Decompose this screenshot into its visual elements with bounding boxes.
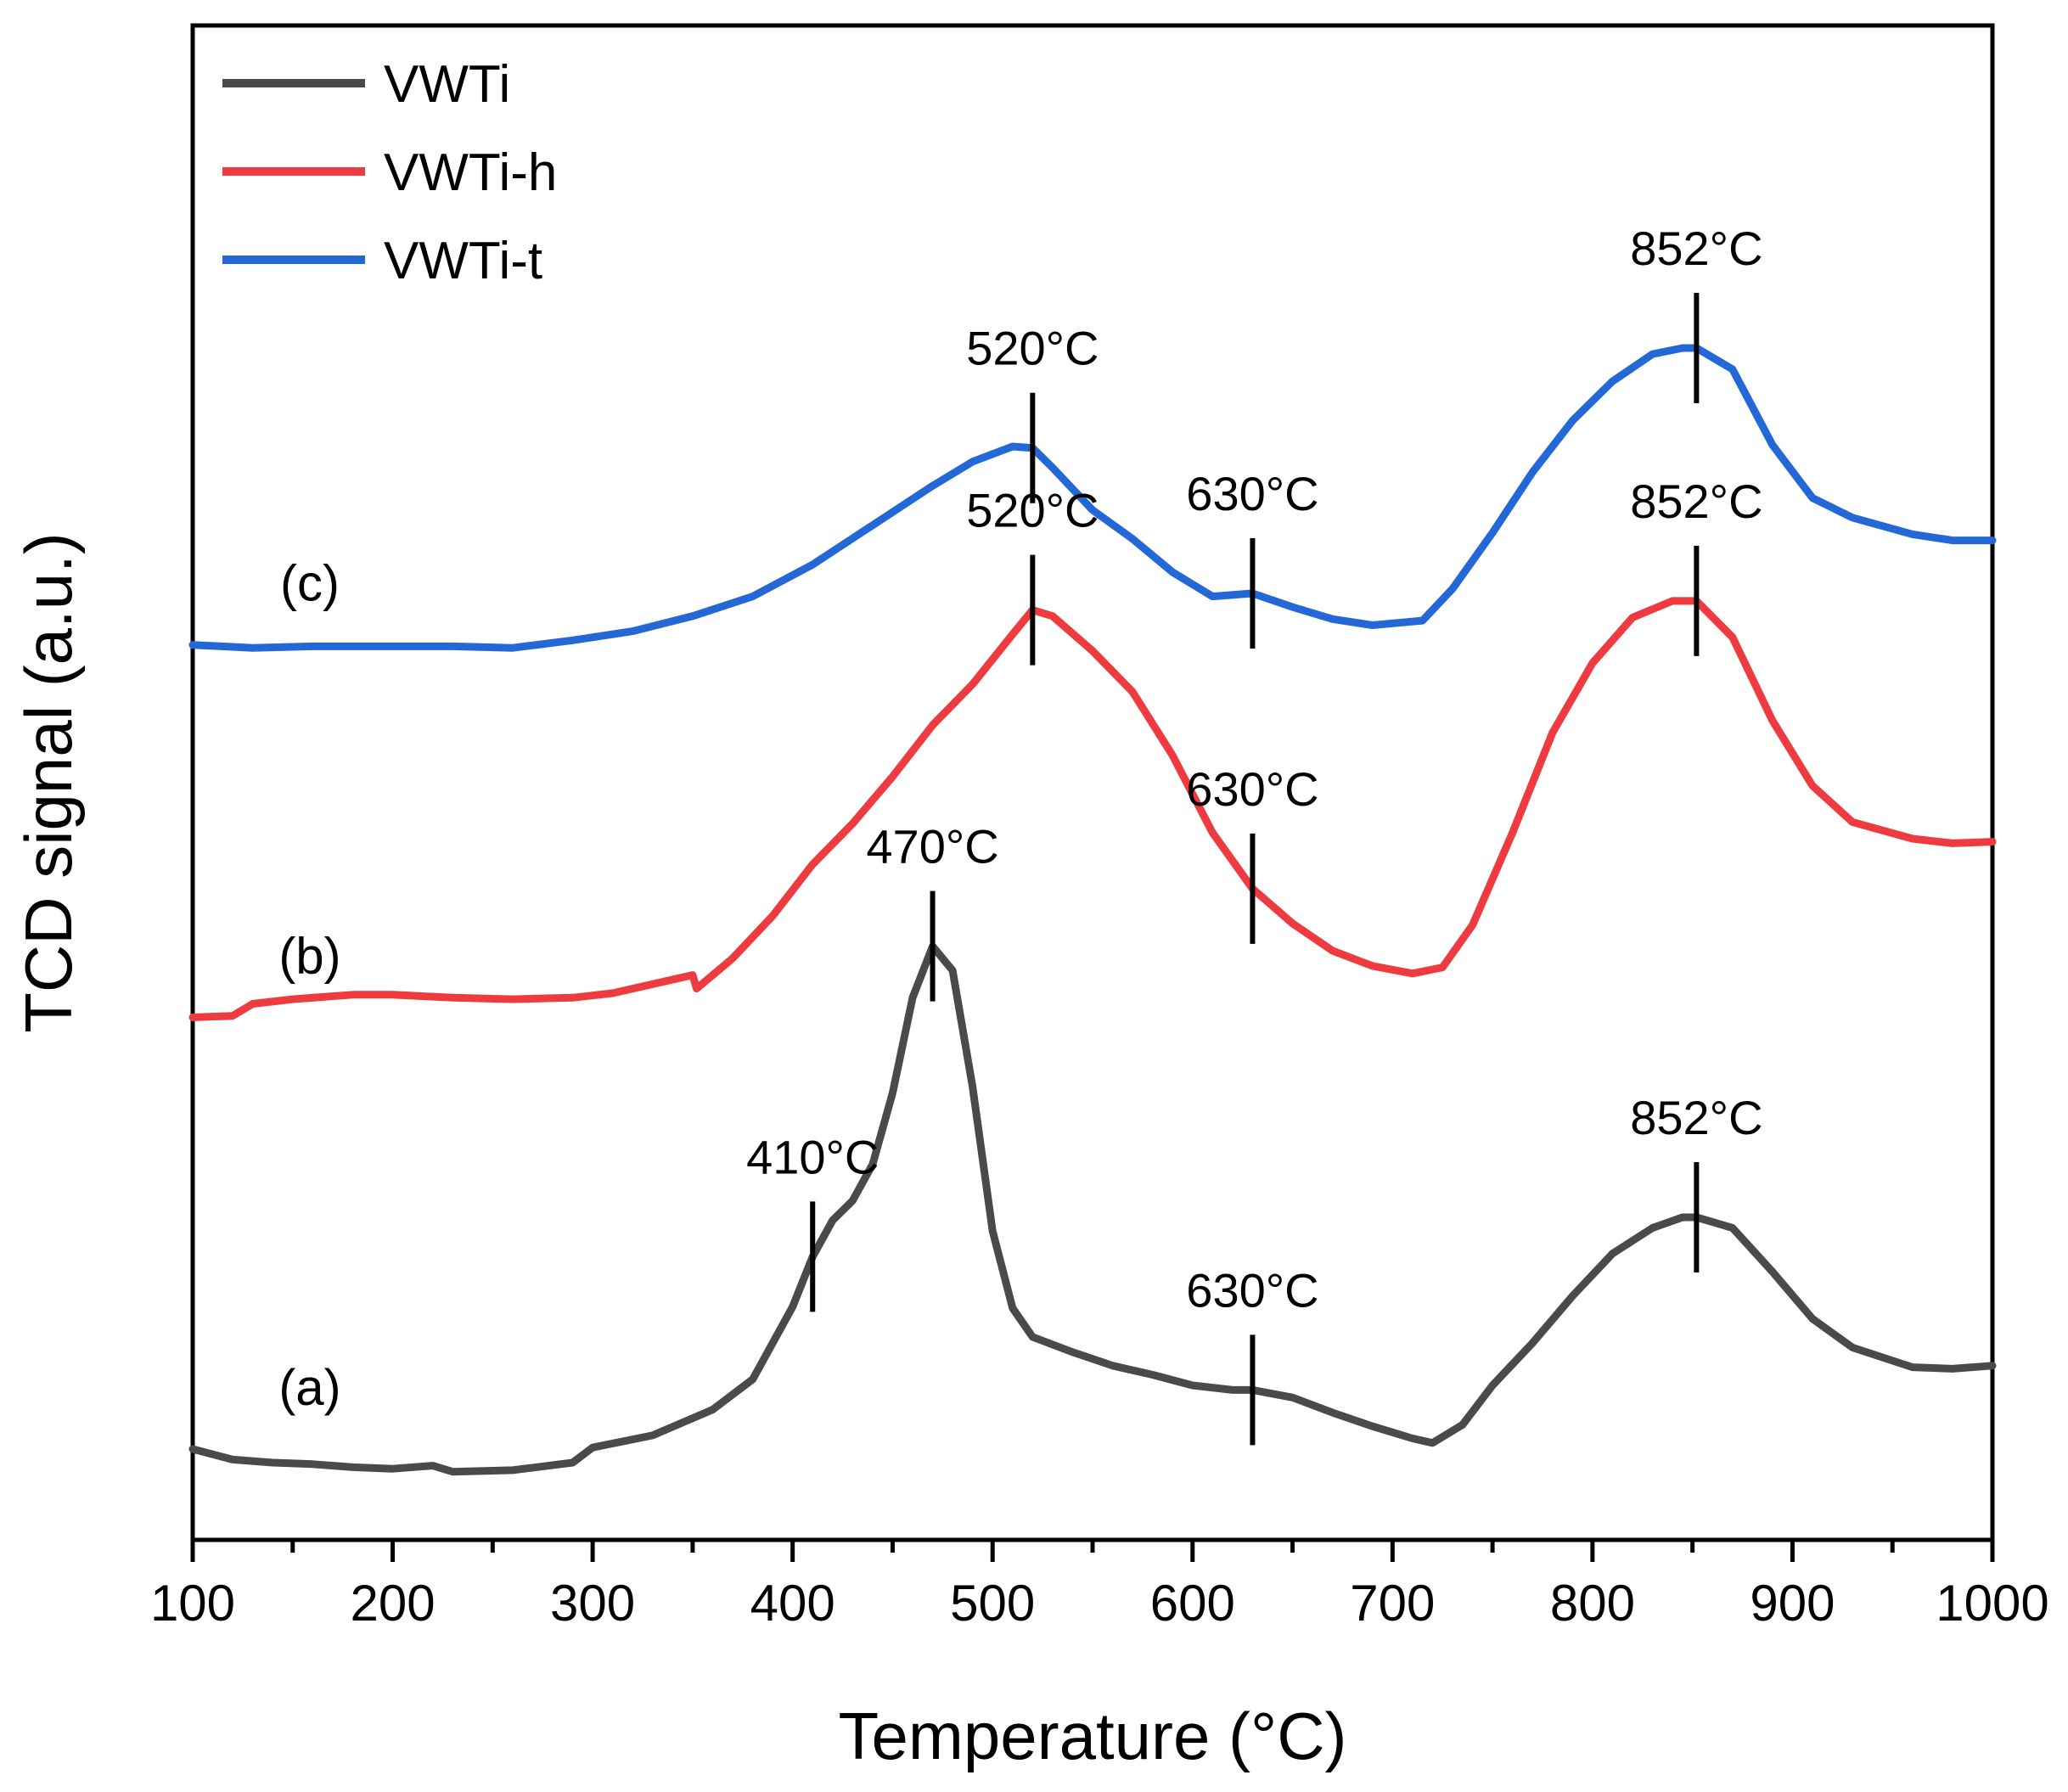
- x-tick-label: 800: [1550, 1575, 1635, 1632]
- legend: VWTi VWTi-h VWTi-t: [222, 55, 557, 290]
- peak-annotation: 630°C: [1186, 1263, 1318, 1317]
- peak-annotation: 852°C: [1630, 222, 1762, 275]
- legend-label: VWTi-h: [384, 143, 557, 202]
- x-tick-label: 900: [1750, 1575, 1835, 1632]
- legend-label: VWTi-t: [384, 232, 542, 290]
- x-tick-label: 500: [950, 1575, 1035, 1632]
- peak-annotation: 852°C: [1630, 475, 1762, 528]
- peak-annotation: 410°C: [746, 1130, 879, 1183]
- curve-label: (a): [278, 1359, 340, 1416]
- x-tick-label: 100: [150, 1575, 235, 1632]
- x-axis-tick-labels: 100 200 300 400 500 600 700 800 900 1000: [150, 1575, 2049, 1632]
- curve-label: (b): [278, 928, 340, 985]
- series-layer: [188, 344, 1997, 1476]
- peak-annotation: 852°C: [1630, 1091, 1762, 1144]
- x-tick-label: 300: [550, 1575, 635, 1632]
- peak-annotation: 630°C: [1186, 762, 1318, 816]
- x-tick-label: 700: [1350, 1575, 1435, 1632]
- x-tick-label: 1000: [1936, 1575, 2048, 1632]
- x-tick-label: 600: [1150, 1575, 1235, 1632]
- series-line: [188, 942, 1997, 1476]
- peak-annotation: 470°C: [866, 820, 998, 874]
- y-axis-title: TCD signal (a.u.): [11, 532, 86, 1033]
- peak-annotations: 410°C470°C630°C852°C520°C630°C852°C520°C…: [746, 222, 1763, 1446]
- x-tick-label: 400: [750, 1575, 835, 1632]
- curve-labels: (a) (b) (c): [278, 555, 340, 1416]
- x-axis-ticks: [190, 1540, 1995, 1562]
- curve-label: (c): [280, 555, 340, 612]
- series-line: [188, 344, 1997, 652]
- x-tick-label: 200: [351, 1575, 436, 1632]
- legend-label: VWTi: [384, 55, 510, 114]
- peak-annotation: 630°C: [1186, 467, 1318, 520]
- series-line: [188, 597, 1997, 1021]
- x-axis-title: Temperature (°C): [838, 1699, 1346, 1773]
- peak-annotation: 520°C: [966, 322, 1099, 375]
